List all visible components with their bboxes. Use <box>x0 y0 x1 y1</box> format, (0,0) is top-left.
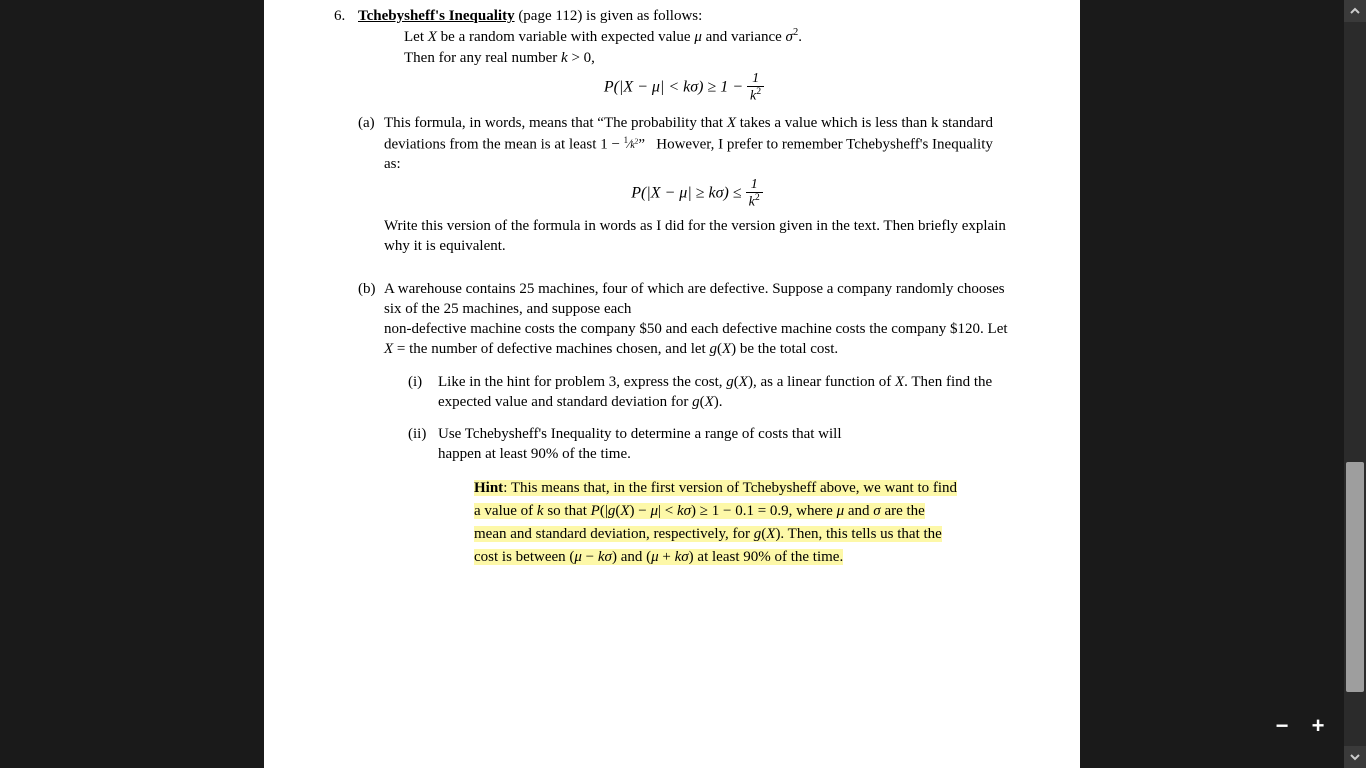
scroll-up-button[interactable] <box>1344 0 1366 22</box>
part-a: (a) This formula, in words, means that “… <box>358 113 1010 256</box>
part-b-body: A warehouse contains 25 machines, four o… <box>384 279 1010 570</box>
zoom-out-button[interactable]: − <box>1268 712 1296 740</box>
part-a-label: (a) <box>358 113 384 256</box>
equation-2: P(|X − μ| ≥ kσ) ≤ 1k2 <box>384 178 1010 210</box>
part-b-ii-label: (ii) <box>408 424 438 465</box>
part-a-text2: Write this version of the formula in wor… <box>384 216 1010 257</box>
part-a-body: This formula, in words, means that “The … <box>384 113 1010 256</box>
problem-body: Tchebysheff's Inequality (page 112) is g… <box>358 6 1010 570</box>
chevron-down-icon <box>1349 751 1361 763</box>
pdf-viewer: 6. Tchebysheff's Inequality (page 112) i… <box>0 0 1344 768</box>
scroll-down-button[interactable] <box>1344 746 1366 768</box>
problem-title-line: Tchebysheff's Inequality (page 112) is g… <box>358 6 1010 26</box>
part-b-text: A warehouse contains 25 machines, four o… <box>384 279 1010 360</box>
part-b-i-body: Like in the hint for problem 3, express … <box>438 372 1010 413</box>
part-b-i-label: (i) <box>408 372 438 413</box>
problem-title-suffix: (page 112) is given as follows: <box>515 8 703 24</box>
problem-title: Tchebysheff's Inequality <box>358 8 515 24</box>
problem-number: 6. <box>334 6 358 570</box>
part-b-label: (b) <box>358 279 384 570</box>
part-b-ii: (ii) Use Tchebysheff's Inequality to det… <box>408 424 1010 465</box>
scrollbar-thumb[interactable] <box>1346 462 1364 692</box>
scrollbar-track[interactable] <box>1344 22 1366 746</box>
part-a-text1: This formula, in words, means that “The … <box>384 113 1010 174</box>
hint-block: Hint: This means that, in the first vers… <box>474 477 1010 570</box>
setup-line-2: Then for any real number k > 0, <box>404 48 1010 68</box>
vertical-scrollbar[interactable] <box>1344 0 1366 768</box>
hint-label: Hint <box>474 480 503 496</box>
chevron-up-icon <box>1349 5 1361 17</box>
part-b-i: (i) Like in the hint for problem 3, expr… <box>408 372 1010 413</box>
document-page: 6. Tchebysheff's Inequality (page 112) i… <box>264 0 1080 768</box>
zoom-in-button[interactable]: + <box>1304 712 1332 740</box>
equation-1: P(|X − μ| < kσ) ≥ 1 − 1k2 <box>358 72 1010 104</box>
part-b-ii-body: Use Tchebysheff's Inequality to determin… <box>438 424 1010 465</box>
setup-line-1: Let X be a random variable with expected… <box>404 26 1010 47</box>
part-b: (b) A warehouse contains 25 machines, fo… <box>358 279 1010 570</box>
problem-6: 6. Tchebysheff's Inequality (page 112) i… <box>334 6 1010 570</box>
zoom-controls: − + <box>1268 712 1332 740</box>
